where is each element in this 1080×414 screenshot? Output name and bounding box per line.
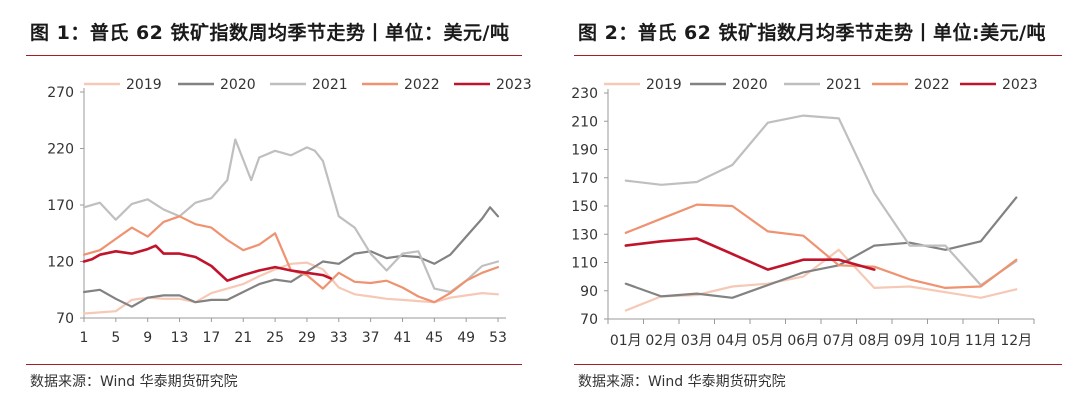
x-tick-label: 53 [489, 330, 507, 346]
source-divider [574, 364, 1062, 365]
series-line-2021 [624, 114, 1018, 287]
legend-label-2023: 2023 [1002, 77, 1038, 93]
legend-label-2019: 2019 [646, 77, 682, 93]
chart-panel-2: 图 2：普氏 62 铁矿指数月均季节走势丨单位:美元/吨 230 210 190 17… [548, 0, 1080, 414]
series-line-2023 [624, 237, 876, 271]
x-tick-label: 08月 [858, 333, 890, 349]
y-tick-label: 220 [47, 142, 74, 158]
y-tick-label: 170 [47, 198, 74, 214]
series-line-2019 [624, 248, 1018, 312]
y-tick-label: 120 [47, 255, 74, 271]
x-tick-label: 49 [457, 330, 475, 346]
title-divider [26, 55, 522, 56]
y-tick-label: 170 [571, 171, 598, 187]
x-tick-label: 07月 [823, 333, 855, 349]
x-tick-label: 06月 [787, 333, 819, 349]
y-tick-label: 110 [571, 256, 598, 272]
x-tick-label: 5 [111, 330, 120, 346]
source-divider [26, 364, 522, 365]
series-line-2022 [624, 203, 1018, 289]
series-line-2019 [82, 261, 500, 315]
series-line-2023 [82, 244, 333, 283]
legend-label-2020: 2020 [220, 77, 256, 93]
x-tick-label: 41 [394, 330, 412, 346]
source-note: 数据来源：Wind 华泰期货研究院 [578, 374, 786, 390]
legend-label-2022: 2022 [404, 77, 440, 93]
series-line-2020 [82, 206, 500, 308]
y-tick-label: 270 [47, 85, 74, 101]
y-tick-label: 150 [571, 199, 598, 215]
x-tick-label: 01月 [610, 333, 642, 349]
legend-label-2021: 2021 [826, 77, 862, 93]
x-tick-label: 37 [362, 330, 380, 346]
legend-label-2022: 2022 [914, 77, 950, 93]
legend-label-2021: 2021 [312, 77, 348, 93]
x-tick-label: 12月 [1000, 333, 1032, 349]
y-tick-label: 70 [56, 311, 74, 327]
chart-panel-1: 图 1：普氏 62 铁矿指数周均季节走势丨单位：美元/吨 270 220 170 12… [26, 22, 532, 390]
x-tick-label: 1 [80, 330, 89, 346]
x-tick-label: 09月 [894, 333, 926, 349]
source-note: 数据来源：Wind 华泰期货研究院 [30, 374, 238, 390]
legend-label-2020: 2020 [732, 77, 768, 93]
x-tick-label: 05月 [752, 333, 784, 349]
series-line-2020 [624, 196, 1018, 299]
legend-label-2023: 2023 [496, 77, 532, 93]
x-tick-label: 04月 [716, 333, 748, 349]
x-tick-label: 33 [330, 330, 348, 346]
chart-1-plot: 270 220 170 120 70 1 5 9 13 17 21 25 29 33 37 41 45 49 53 2… [47, 77, 532, 346]
title-divider [574, 55, 1062, 56]
y-tick-label: 130 [571, 227, 598, 243]
y-tick-label: 230 [571, 86, 598, 102]
x-tick-label: 17 [202, 330, 220, 346]
y-tick-label: 70 [580, 312, 598, 328]
x-tick-label: 10月 [929, 333, 961, 349]
x-tick-label: 45 [425, 330, 443, 346]
chart-title: 图 2：普氏 62 铁矿指数月均季节走势丨单位:美元/吨 [578, 22, 1047, 44]
x-tick-label: 13 [171, 330, 189, 346]
x-tick-label: 9 [143, 330, 152, 346]
x-tick-label: 21 [234, 330, 252, 346]
series-line-2021 [82, 138, 500, 294]
y-tick-label: 90 [580, 284, 598, 300]
x-tick-label: 25 [266, 330, 284, 346]
chart-title: 图 1：普氏 62 铁矿指数周均季节走势丨单位：美元/吨 [30, 22, 510, 44]
x-tick-label: 29 [298, 330, 316, 346]
x-tick-label: 11月 [965, 333, 997, 349]
x-tick-label: 03月 [681, 333, 713, 349]
y-tick-label: 210 [571, 114, 598, 130]
legend-label-2019: 2019 [126, 77, 162, 93]
y-tick-label: 190 [571, 143, 598, 159]
x-tick-label: 02月 [645, 333, 677, 349]
chart-2-plot: 230 210 190 170 150 130 110 90 70 01月 02月 03月 04月 05月… [571, 77, 1038, 349]
